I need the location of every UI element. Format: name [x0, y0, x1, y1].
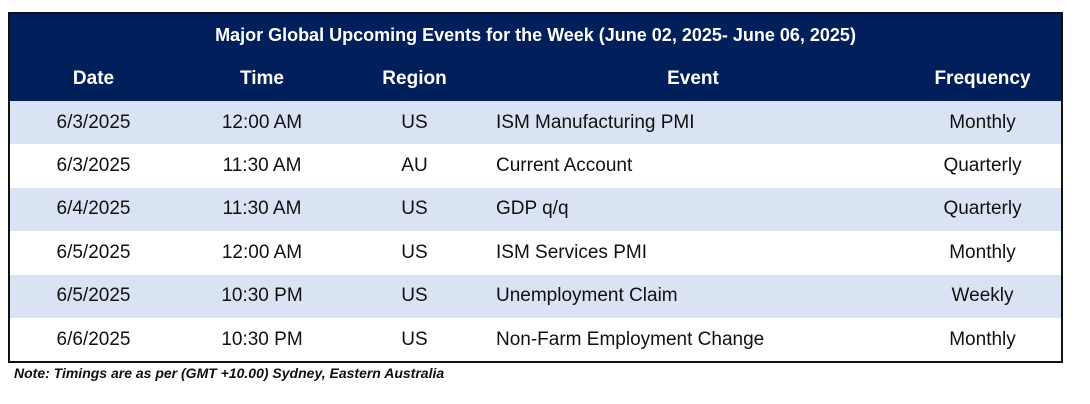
cell-region: AU — [401, 155, 428, 177]
cell-region: US — [401, 241, 428, 263]
cell-frequency: Weekly — [904, 274, 1062, 318]
header-time: Time — [177, 57, 347, 101]
cell-region: US — [401, 328, 428, 350]
cell-region: US — [347, 274, 482, 318]
table-row: 6/6/2025 10:30 PM US Non-Farm Employment Ch… — [10, 318, 1061, 361]
cell-time: 11:30 AM — [222, 155, 302, 177]
cell-event: Unemployment Claim — [482, 274, 904, 318]
cell-event: Current Account — [496, 155, 633, 177]
timezone-note: Note: Timings are as per (GMT +10.00) Sy… — [14, 365, 445, 381]
header-date: Date — [10, 57, 177, 101]
cell-time: 12:00 AM — [221, 241, 303, 263]
events-table: Major Global Upcoming Events for the Wee… — [8, 12, 1063, 364]
cell-event: ISM Manufacturing PMI — [482, 101, 904, 145]
table-title: Major Global Upcoming Events for the Wee… — [10, 14, 1062, 57]
table-row: 6/5/2025 12:00 AM US ISM Services PMI Monthl… — [10, 231, 1061, 274]
cell-date: 6/3/2025 — [10, 101, 177, 145]
cell-event: ISM Services PMI — [496, 241, 647, 263]
cell-date: 6/6/2025 — [56, 328, 131, 350]
cell-frequency: Monthly — [904, 101, 1062, 145]
header-region: Region — [347, 57, 482, 101]
cell-time: 12:00 AM — [177, 101, 347, 145]
cell-date: 6/4/2025 — [10, 187, 177, 232]
cell-region: US — [347, 187, 482, 232]
cell-frequency: Quarterly — [943, 155, 1022, 177]
cell-region: US — [347, 101, 482, 145]
table-row: 6/3/2025 11:30 AM AU Current Account Quarter… — [10, 144, 1061, 187]
cell-event: Non-Farm Employment Change — [496, 328, 765, 350]
cell-date: 6/5/2025 — [10, 274, 177, 318]
cell-event: GDP q/q — [482, 187, 904, 232]
table-row: 6/5/2025 10:30 PM US Unemployment Claim Week… — [10, 274, 1062, 318]
cell-time: 11:30 AM — [177, 187, 347, 232]
header-event: Event — [482, 57, 904, 101]
header-frequency: Frequency — [904, 57, 1062, 101]
cell-time: 10:30 PM — [221, 328, 303, 350]
cell-date: 6/5/2025 — [56, 241, 131, 263]
cell-date: 6/3/2025 — [56, 155, 131, 177]
table-row: 6/3/2025 12:00 AM US ISM Manufacturing PMI M… — [10, 101, 1062, 145]
cell-frequency: Quarterly — [904, 187, 1062, 232]
cell-frequency: Monthly — [949, 241, 1016, 263]
table-row: 6/4/2025 11:30 AM US GDP q/q Quarterly — [10, 187, 1062, 232]
cell-frequency: Monthly — [949, 328, 1016, 350]
cell-time: 10:30 PM — [177, 274, 347, 318]
